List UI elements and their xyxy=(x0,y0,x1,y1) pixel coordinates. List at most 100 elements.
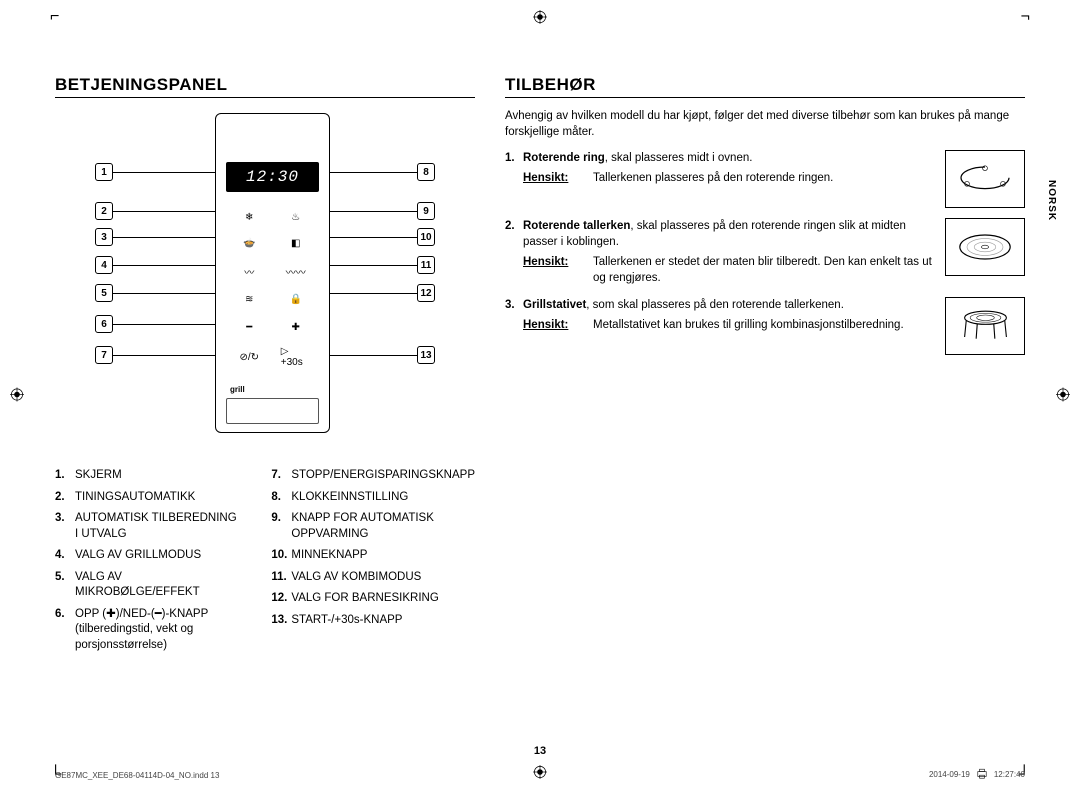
legend-number: 3. xyxy=(55,511,75,542)
heading-betjeningspanel: BETJENINGSPANEL xyxy=(55,75,475,98)
footer-time: 12:27:40 xyxy=(994,770,1025,779)
legend-text: VALG FOR BARNESIKRING xyxy=(291,591,475,607)
hensikt-label: Hensikt: xyxy=(523,170,593,186)
callout-2: 2 xyxy=(95,202,215,220)
callout-line xyxy=(113,237,215,238)
legend-number: 1. xyxy=(55,468,75,484)
footer-date: 2014-09-19 xyxy=(929,770,970,779)
legend-item: 8.KLOKKEINNSTILLING xyxy=(271,490,475,506)
legend-number: 4. xyxy=(55,548,75,564)
accessory-image-ring xyxy=(945,150,1025,208)
legend-text: AUTOMATISK TILBEREDNING I UTVALG xyxy=(75,511,241,542)
legend-item: 4.VALG AV GRILLMODUS xyxy=(55,548,241,564)
callout-number: 10 xyxy=(417,228,435,246)
accessory-number: 1. xyxy=(505,150,523,208)
page-number: 13 xyxy=(534,745,546,757)
callout-9: 9 xyxy=(330,202,435,220)
legend-column-2: 7.STOPP/ENERGISPARINGSKNAPP 8.KLOKKEINNST… xyxy=(271,468,475,659)
legend-text: KLOKKEINNSTILLING xyxy=(291,490,475,506)
legend-text: STOPP/ENERGISPARINGSKNAPP xyxy=(291,468,475,484)
callout-10: 10 xyxy=(330,228,435,246)
legend-number: 11. xyxy=(271,570,291,586)
legend-text: KNAPP FOR AUTOMATISK OPPVARMING xyxy=(291,511,475,542)
accessory-number: 2. xyxy=(505,218,523,286)
callout-line xyxy=(330,265,417,266)
footer-datetime: 2014-09-19 12:27:40 xyxy=(929,768,1025,780)
legend-number: 9. xyxy=(271,511,291,542)
start-icon: ▷ +30s xyxy=(281,349,311,365)
callout-line xyxy=(113,293,215,294)
accessory-body: Grillstativet, som skal plasseres på den… xyxy=(523,297,945,355)
accessory-item: 2.Roterende tallerken, skal plasseres på… xyxy=(505,218,1025,286)
callout-line xyxy=(113,211,215,212)
heading-tilbehor: TILBEHØR xyxy=(505,75,1025,98)
callout-line xyxy=(330,355,417,356)
legend-item: 12.VALG FOR BARNESIKRING xyxy=(271,591,475,607)
callout-number: 4 xyxy=(95,256,113,274)
legend-text: OPP (✚)/NED-(━)-KNAPP (tilberedingstid, … xyxy=(75,607,241,654)
crop-mark-bottom xyxy=(533,765,547,782)
hensikt-label: Hensikt: xyxy=(523,254,593,286)
crop-mark-left xyxy=(10,388,24,405)
panel-door-outline xyxy=(226,398,319,424)
legend-number: 13. xyxy=(271,613,291,629)
language-tab: NORSK xyxy=(1046,180,1057,221)
callout-7: 7 xyxy=(95,346,215,364)
accessory-purpose: Hensikt:Tallerkenen er stedet der maten … xyxy=(523,254,935,286)
accessory-title: Grillstativet, som skal plasseres på den… xyxy=(523,299,844,311)
legend-item: 13.START-/+30s-KNAPP xyxy=(271,613,475,629)
defrost-icon: ❄︎ xyxy=(234,209,264,225)
callout-line xyxy=(330,293,417,294)
autocook-icon: 🍲 xyxy=(234,235,264,251)
callout-line xyxy=(113,172,215,173)
control-panel-outline: 12:30 ❄︎ ♨ 🍲 ◧ 〰 〰〰 ≋ xyxy=(215,113,330,433)
accessory-image-plate xyxy=(945,218,1025,276)
callout-number: 5 xyxy=(95,284,113,302)
legend-text: MINNEKNAPP xyxy=(291,548,475,564)
callout-12: 12 xyxy=(330,284,435,302)
crop-tick: ⌐ xyxy=(50,8,59,26)
callout-13: 13 xyxy=(330,346,435,364)
panel-row-1: ❄︎ ♨ xyxy=(226,206,319,228)
callout-line xyxy=(330,172,417,173)
legend-item: 10.MINNEKNAPP xyxy=(271,548,475,564)
legend-item: 6.OPP (✚)/NED-(━)-KNAPP (tilberedingstid… xyxy=(55,607,241,654)
callout-line xyxy=(113,355,215,356)
legend-number: 7. xyxy=(271,468,291,484)
accessory-number: 3. xyxy=(505,297,523,355)
legend-item: 7.STOPP/ENERGISPARINGSKNAPP xyxy=(271,468,475,484)
panel-row-3: 〰 〰〰 xyxy=(226,260,319,282)
callout-line xyxy=(330,211,417,212)
accessory-title: Roterende ring, skal plasseres midt i ov… xyxy=(523,152,752,164)
legend-item: 9.KNAPP FOR AUTOMATISK OPPVARMING xyxy=(271,511,475,542)
plus-icon: ✚ xyxy=(281,319,311,335)
callout-8: 8 xyxy=(330,163,435,181)
hensikt-label: Hensikt: xyxy=(523,317,593,333)
legend-text: SKJERM xyxy=(75,468,241,484)
legend-item: 1.SKJERM xyxy=(55,468,241,484)
legend-text: VALG AV MIKROBØLGE/EFFEKT xyxy=(75,570,241,601)
childlock-icon: 🔒 xyxy=(281,291,311,307)
grill-icon: 〰 xyxy=(234,263,264,279)
callout-number: 8 xyxy=(417,163,435,181)
callout-number: 2 xyxy=(95,202,113,220)
legend-item: 2.TININGSAUTOMATIKK xyxy=(55,490,241,506)
microwave-icon: ≋ xyxy=(234,291,264,307)
callout-4: 4 xyxy=(95,256,215,274)
callout-number: 9 xyxy=(417,202,435,220)
legend-item: 5.VALG AV MIKROBØLGE/EFFEKT xyxy=(55,570,241,601)
hensikt-text: Metallstativet kan brukes til grilling k… xyxy=(593,317,935,333)
legend-item: 3.AUTOMATISK TILBEREDNING I UTVALG xyxy=(55,511,241,542)
hensikt-text: Tallerkenen plasseres på den roterende r… xyxy=(593,170,935,186)
accessories-list: 1.Roterende ring, skal plasseres midt i … xyxy=(505,150,1025,354)
right-column: TILBEHØR Avhengig av hvilken modell du h… xyxy=(505,75,1025,659)
accessory-item: 3.Grillstativet, som skal plasseres på d… xyxy=(505,297,1025,355)
panel-row-5: ━ ✚ xyxy=(226,316,319,338)
callout-number: 7 xyxy=(95,346,113,364)
combi-icon: 〰〰 xyxy=(281,263,311,279)
callout-1: 1 xyxy=(95,163,215,181)
hensikt-text: Tallerkenen er stedet der maten blir til… xyxy=(593,254,935,286)
legend-number: 5. xyxy=(55,570,75,601)
crop-mark-top xyxy=(533,10,547,27)
panel-row-4: ≋ 🔒 xyxy=(226,288,319,310)
